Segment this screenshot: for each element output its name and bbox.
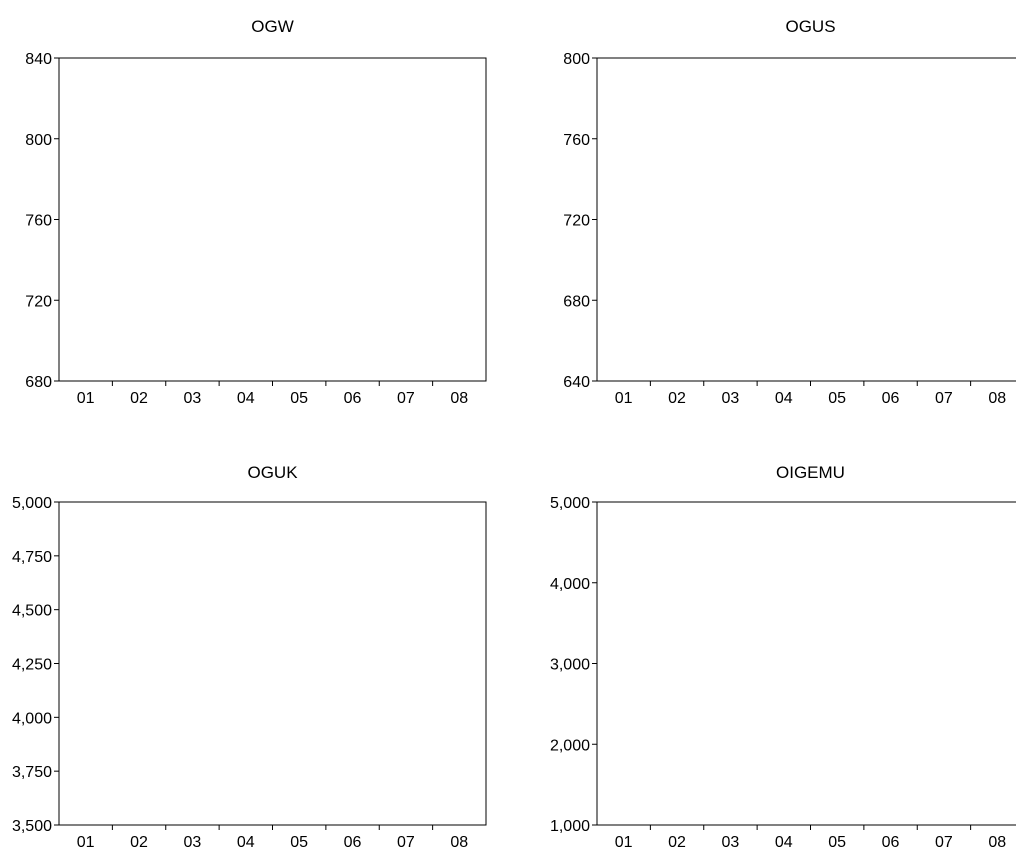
x-tick-label: 07	[397, 834, 415, 851]
y-tick-label: 4,500	[12, 603, 52, 620]
chart-panel-ogus: OGUS 640 680 720 760 800 01 02 03 04 05 06 07 08	[563, 17, 1016, 407]
y-tick-label: 640	[563, 374, 590, 391]
x-tick-label: 03	[184, 390, 202, 407]
x-tick-label: 06	[344, 390, 362, 407]
x-tick-label: 01	[615, 834, 633, 851]
plot-frame	[58, 501, 487, 826]
x-tick-label: 04	[237, 390, 255, 407]
x-tick-label: 03	[722, 390, 740, 407]
plot-frame	[596, 501, 1016, 826]
y-tick-label: 4,250	[12, 657, 52, 674]
x-tick-label: 03	[722, 834, 740, 851]
y-tick-label: 800	[563, 51, 590, 68]
x-tick-label: 07	[397, 390, 415, 407]
x-tick-label: 07	[935, 834, 953, 851]
x-tick-label: 08	[988, 390, 1006, 407]
x-tick-label: 08	[450, 390, 468, 407]
chart-panel-oigemu: OIGEMU 1,000 2,000 3,000 4,000 5,000 01 02 03 04 0…	[550, 463, 1016, 851]
y-tick-label: 680	[25, 374, 52, 391]
x-tick-label: 05	[828, 390, 846, 407]
x-tick-label: 06	[882, 834, 900, 851]
x-tick-label: 04	[237, 834, 255, 851]
y-tick-label: 3,500	[12, 818, 52, 835]
x-tick-label: 05	[290, 834, 308, 851]
plot-frame	[58, 57, 487, 382]
y-tick-label: 760	[25, 213, 52, 230]
chart-panel-ogw: OGW 680 720 760 800 840 01 02 03 04 05 06 07 08	[25, 17, 487, 407]
x-tick-label: 01	[77, 834, 95, 851]
y-tick-label: 4,000	[12, 710, 52, 727]
y-tick-label: 680	[563, 293, 590, 310]
x-tick-label: 07	[935, 390, 953, 407]
y-tick-label: 5,000	[550, 495, 590, 512]
x-tick-label: 05	[828, 834, 846, 851]
x-tick-label: 05	[290, 390, 308, 407]
chart-title: OGUS	[785, 17, 835, 36]
x-tick-label: 04	[775, 390, 793, 407]
y-tick-label: 840	[25, 51, 52, 68]
x-tick-label: 06	[344, 834, 362, 851]
chart-panel-oguk: OGUK 3,500 3,750 4,000 4,250 4,500 4,750 5,000 0…	[12, 463, 487, 851]
chart-title: OGUK	[247, 463, 298, 482]
x-tick-label: 02	[668, 390, 686, 407]
y-tick-label: 3,750	[12, 764, 52, 781]
chart-title: OIGEMU	[776, 463, 845, 482]
x-tick-label: 08	[988, 834, 1006, 851]
chart-title: OGW	[251, 17, 294, 36]
x-tick-label: 06	[882, 390, 900, 407]
x-tick-label: 03	[184, 834, 202, 851]
y-tick-label: 720	[563, 213, 590, 230]
y-tick-label: 1,000	[550, 818, 590, 835]
y-tick-label: 5,000	[12, 495, 52, 512]
y-tick-label: 2,000	[550, 737, 590, 754]
x-tick-label: 04	[775, 834, 793, 851]
x-tick-label: 02	[130, 834, 148, 851]
y-tick-label: 800	[25, 132, 52, 149]
plot-frame	[596, 57, 1016, 382]
x-tick-label: 01	[615, 390, 633, 407]
y-tick-label: 4,000	[550, 576, 590, 593]
y-tick-label: 720	[25, 293, 52, 310]
y-tick-label: 4,750	[12, 549, 52, 566]
x-tick-label: 08	[450, 834, 468, 851]
x-tick-label: 01	[77, 390, 95, 407]
y-tick-label: 3,000	[550, 657, 590, 674]
x-tick-label: 02	[668, 834, 686, 851]
x-tick-label: 02	[130, 390, 148, 407]
y-tick-label: 760	[563, 132, 590, 149]
